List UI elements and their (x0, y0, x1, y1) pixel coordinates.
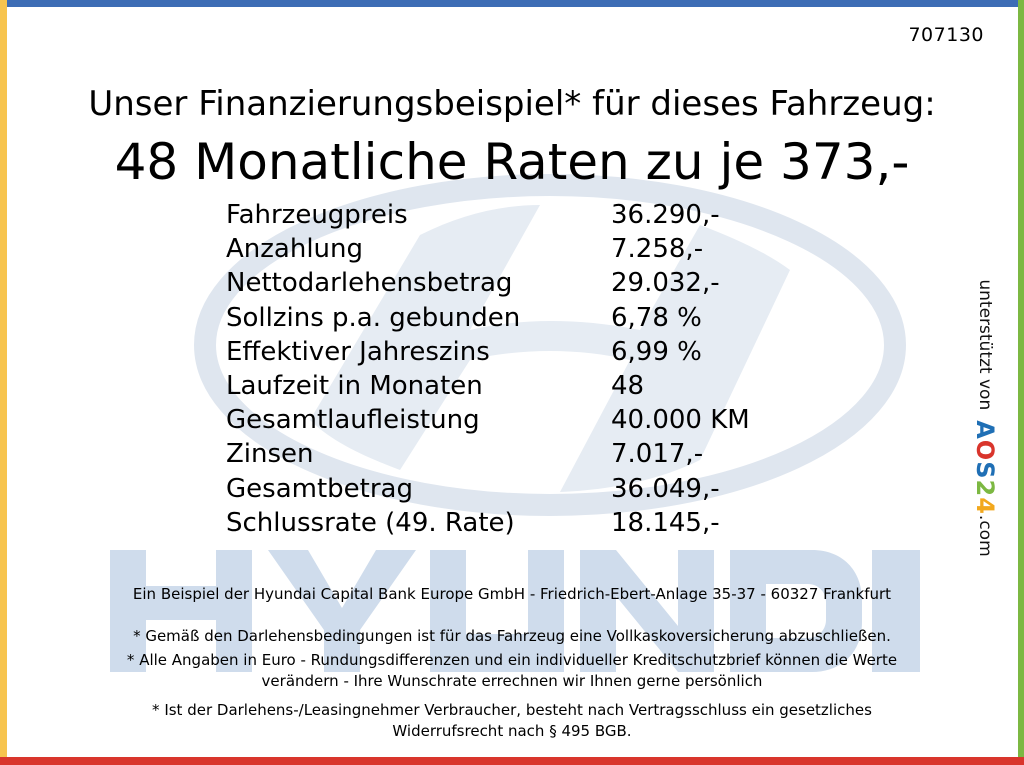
bottom-color-bar (0, 757, 1024, 765)
aos24-domain: .com (975, 514, 995, 557)
left-color-bar (0, 0, 7, 765)
financing-label: Gesamtlaufleistung (226, 405, 480, 436)
headline-intro: Unser Finanzierungsbeispiel* für dieses … (88, 84, 936, 124)
euro-note-line: verändern - Ihre Wunschrate errechnen wi… (261, 672, 763, 690)
aos24-letter: 4 (971, 497, 999, 515)
financing-label: Sollzins p.a. gebunden (226, 302, 521, 333)
financing-label: Laufzeit in Monaten (226, 370, 483, 401)
financing-value: 36.049,- (611, 473, 720, 504)
bank-info-line: Ein Beispiel der Hyundai Capital Bank Eu… (132, 585, 892, 603)
withdrawal-note-line: * Ist der Darlehens-/Leasingnehmer Verbr… (152, 701, 872, 719)
financing-value: 18.145,- (611, 507, 720, 538)
financing-label: Gesamtbetrag (226, 473, 413, 504)
financing-value: 40.000 KM (611, 405, 750, 436)
right-color-bar (1018, 0, 1024, 765)
supported-by-badge[interactable]: unterstützt von AOS24 .com (971, 279, 999, 556)
financing-value: 36.290,- (611, 200, 720, 230)
financing-label: Anzahlung (226, 234, 364, 265)
aos24-logo: AOS24 (971, 420, 999, 515)
withdrawal-note-line: Widerrufsrecht nach § 495 BGB. (392, 722, 632, 740)
financing-value: 48 (611, 370, 645, 401)
headline-monthly-rate: 48 Monatliche Raten zu je 373,- (114, 133, 910, 191)
top-color-bar (0, 0, 1024, 7)
financing-label: Zinsen (226, 439, 314, 470)
euro-note-line: * Alle Angaben in Euro - Rundungsdiffere… (126, 651, 898, 669)
aos24-letter: 2 (971, 479, 999, 498)
financing-value: 6,78 % (611, 302, 702, 333)
financing-value: 7.258,- (611, 234, 704, 265)
financing-label: Nettodarlehensbetrag (226, 268, 513, 299)
withdrawal-note: * Ist der Darlehens-/Leasingnehmer Verbr… (0, 700, 1024, 742)
financing-label: Fahrzeugpreis (226, 200, 408, 230)
financing-value: 6,99 % (611, 336, 702, 367)
aos24-letter: S (971, 461, 999, 480)
reference-number: 707130 (908, 24, 984, 46)
financing-value: 29.032,- (611, 268, 720, 299)
insurance-note: * Gemäß den Darlehensbedingungen ist für… (133, 627, 891, 645)
financing-label: Effektiver Jahreszins (226, 336, 490, 367)
aos24-letter: O (971, 439, 999, 462)
financing-label: Schlussrate (49. Rate) (226, 507, 515, 538)
supported-by-label: unterstützt von (975, 279, 995, 411)
euro-note: * Alle Angaben in Euro - Rundungsdiffere… (0, 650, 1024, 692)
aos24-letter: A (971, 420, 999, 440)
financing-value: 7.017,- (611, 439, 704, 470)
